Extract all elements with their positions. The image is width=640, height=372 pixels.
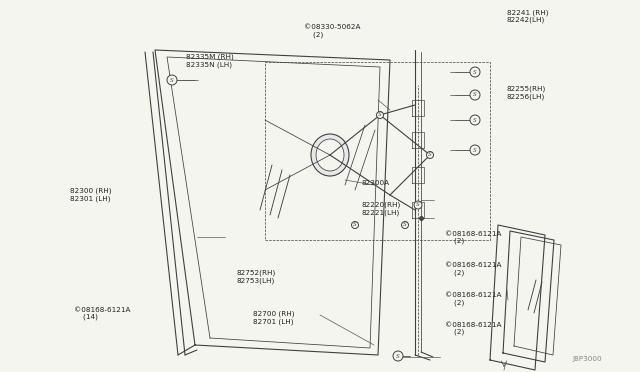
Text: 82700 (RH)
82701 (LH): 82700 (RH) 82701 (LH) bbox=[253, 311, 294, 325]
Text: 82752(RH)
82753(LH): 82752(RH) 82753(LH) bbox=[237, 270, 276, 284]
Circle shape bbox=[414, 201, 422, 209]
Text: ©08168-6121A
    (2): ©08168-6121A (2) bbox=[445, 292, 501, 305]
Circle shape bbox=[376, 112, 383, 119]
Text: S: S bbox=[396, 353, 400, 359]
Ellipse shape bbox=[311, 134, 349, 176]
Text: S: S bbox=[416, 202, 420, 208]
Text: 82255(RH)
82256(LH): 82255(RH) 82256(LH) bbox=[507, 86, 546, 100]
Ellipse shape bbox=[316, 139, 344, 171]
Text: S: S bbox=[403, 222, 407, 228]
Text: ©08330-5062A
    (2): ©08330-5062A (2) bbox=[304, 24, 360, 38]
Text: 82335M (RH)
82335N (LH): 82335M (RH) 82335N (LH) bbox=[186, 54, 234, 68]
Circle shape bbox=[351, 221, 358, 228]
Text: ©08168-6121A
    (2): ©08168-6121A (2) bbox=[445, 231, 501, 244]
Circle shape bbox=[470, 145, 480, 155]
Text: 82241 (RH)
82242(LH): 82241 (RH) 82242(LH) bbox=[507, 9, 548, 23]
Text: ©08168-6121A
    (2): ©08168-6121A (2) bbox=[445, 322, 501, 335]
Circle shape bbox=[393, 351, 403, 361]
Text: S: S bbox=[170, 77, 174, 83]
Text: 82220(RH)
82221(LH): 82220(RH) 82221(LH) bbox=[362, 202, 401, 216]
Text: S: S bbox=[473, 118, 477, 122]
Circle shape bbox=[470, 115, 480, 125]
Text: S: S bbox=[473, 93, 477, 97]
Circle shape bbox=[401, 221, 408, 228]
Text: 82300A: 82300A bbox=[362, 180, 390, 186]
Text: S: S bbox=[353, 222, 357, 228]
Text: ©08168-6121A
    (14): ©08168-6121A (14) bbox=[74, 307, 130, 320]
Circle shape bbox=[470, 67, 480, 77]
Text: 82300 (RH)
82301 (LH): 82300 (RH) 82301 (LH) bbox=[70, 188, 112, 202]
Circle shape bbox=[426, 151, 433, 158]
Text: S: S bbox=[473, 70, 477, 74]
Text: S: S bbox=[473, 148, 477, 153]
Circle shape bbox=[470, 90, 480, 100]
Text: ©08168-6121A
    (2): ©08168-6121A (2) bbox=[445, 262, 501, 276]
Text: S: S bbox=[378, 112, 382, 118]
Text: S: S bbox=[428, 153, 432, 157]
Text: J8P3000: J8P3000 bbox=[573, 356, 602, 362]
Circle shape bbox=[167, 75, 177, 85]
